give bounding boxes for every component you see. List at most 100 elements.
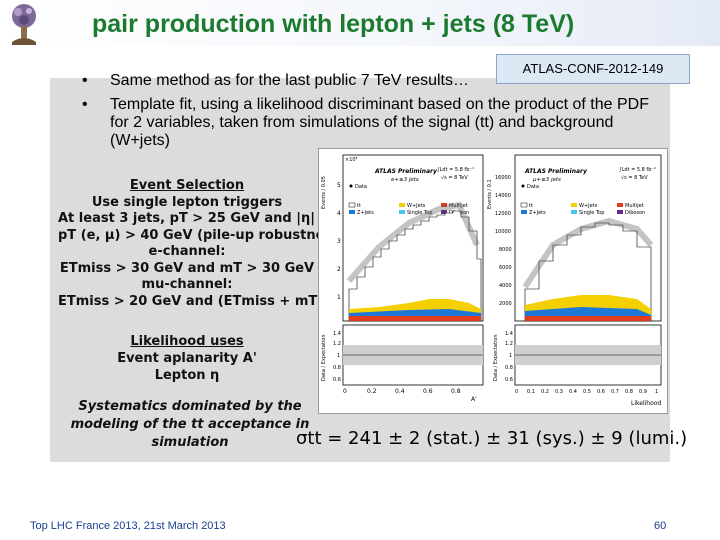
right-uncertainty-band: [522, 217, 654, 289]
legend-label: Diboson: [625, 210, 645, 216]
left-atlas-label: ATLAS Preliminary: [374, 168, 438, 175]
bullet-item: • Template fit, using a likelihood discr…: [82, 96, 657, 150]
left-channel: e+≥3 jets: [391, 177, 419, 183]
left-ratio-label: Data / Expectation: [321, 334, 327, 381]
left-ytick: 5: [337, 182, 341, 189]
legend-label: Z+Jets: [357, 210, 374, 216]
right-ratio-tick: 1.4: [505, 331, 513, 337]
right-xtick: 0.6: [597, 389, 605, 395]
left-ytick: 4: [337, 210, 341, 217]
legend-label: Single Top: [407, 210, 432, 216]
legend-diboson-swatch: [441, 210, 447, 214]
bullet-text: Same method as for the last public 7 TeV…: [110, 72, 469, 89]
plots-svg: Events / 0.05 ×10³ ATLAS Preliminary e+≥…: [321, 154, 661, 407]
footer-event: Top LHC France 2013, 21st March 2013: [30, 520, 226, 532]
right-ytick: 6000: [499, 265, 512, 271]
right-ytick: 8000: [499, 247, 512, 253]
right-plot: Events / 0.1 ATLAS Preliminary μ+≥3 jets…: [487, 154, 661, 407]
right-ytick: 10000: [495, 229, 511, 235]
right-xlabel: Likelihood: [631, 400, 661, 407]
likelihood-inputs: Likelihood uses Event aplanarity A' Lept…: [58, 333, 316, 384]
left-xtick: 0.6: [423, 388, 433, 395]
left-xtick: 0: [343, 388, 347, 395]
right-xtick: 0.2: [541, 389, 549, 395]
right-xtick: 0.3: [555, 389, 563, 395]
legend-label: Single Top: [579, 210, 604, 216]
legend-label: Multijet: [449, 203, 468, 209]
systematics-line: simulation: [151, 435, 229, 450]
right-xtick: 0.9: [639, 389, 647, 395]
left-plot: Events / 0.05 ×10³ ATLAS Preliminary e+≥…: [321, 154, 484, 403]
likelihood-heading: Likelihood uses: [130, 334, 244, 349]
legend-diboson-swatch: [617, 210, 623, 214]
bullet-dot-icon: •: [82, 72, 88, 89]
legend-label: Data: [355, 184, 367, 190]
likelihood-line: Event aplanarity A': [117, 351, 257, 366]
systematics-line: Systematics dominated by the: [78, 399, 302, 414]
legend-label: Z+Jets: [529, 210, 546, 216]
left-yticks: 5 4 3 2 1: [337, 182, 341, 301]
right-yticks: 16000 14000 12000 10000 8000 6000 4000 2…: [495, 175, 512, 307]
right-xtick: 0.4: [569, 389, 577, 395]
legend-wjets-swatch: [399, 203, 405, 207]
event-selection-heading: Event Selection: [129, 178, 245, 193]
right-xtick: 0.8: [625, 389, 633, 395]
right-energy: √s = 8 TeV: [621, 175, 648, 181]
systematics-note: Systematics dominated by the modeling of…: [70, 398, 310, 452]
legend-label: W+Jets: [407, 203, 426, 209]
left-ratio-tick: 0.6: [333, 377, 341, 383]
left-energy: √s = 8 TeV: [441, 175, 468, 181]
event-selection-line: Use single lepton triggers: [91, 194, 283, 210]
legend-ttbar-swatch: [348, 202, 356, 208]
right-xtick: 1: [655, 389, 658, 395]
event-selection-line: mu-channel:: [141, 277, 233, 292]
event-selection: Event Selection Use single lepton trigge…: [58, 178, 396, 310]
legend-label: Multijet: [625, 203, 644, 209]
legend-wjets-swatch: [571, 203, 577, 207]
event-selection-line: At least 3 jets, pT > 25 GeV and |η| < 2…: [58, 211, 358, 226]
right-channel: μ+≥3 jets: [532, 177, 561, 183]
right-ratio-tick: 0.8: [505, 365, 513, 371]
right-xtick: 0: [515, 389, 518, 395]
title-bar: [0, 0, 720, 46]
legend-label: tt: [529, 203, 533, 209]
legend-multijet-swatch: [441, 203, 447, 207]
event-selection-line: ETmiss > 20 GeV and (ETmiss + mT) > 60 G…: [58, 293, 396, 309]
legend-label: Data: [527, 184, 539, 190]
left-ratio-tick: 1: [337, 353, 340, 359]
bullet-list: • Same method as for the last public 7 T…: [82, 72, 657, 156]
right-ytick: 14000: [495, 193, 511, 199]
right-ytick: 2000: [499, 301, 512, 307]
right-multijet-stack: [525, 316, 651, 321]
right-ylabel: Events / 0.1: [487, 179, 493, 209]
systematics-line: modeling of the tt acceptance in: [70, 417, 310, 432]
left-ylabel: Events / 0.05: [321, 176, 327, 209]
plots-figure: Events / 0.05 ×10³ ATLAS Preliminary e+≥…: [318, 148, 668, 414]
left-lumi: ∫Ldt = 5.8 fb⁻¹: [437, 167, 474, 173]
right-lumi: ∫Ldt = 5.8 fb⁻¹: [619, 167, 656, 173]
left-scale: ×10³: [345, 157, 358, 163]
bullet-dot-icon: •: [82, 96, 88, 113]
event-selection-line: pT (e, μ) > 40 GeV (pile-up robustness): [58, 227, 346, 243]
left-xtick: 0.4: [395, 388, 405, 395]
legend-zjets-swatch: [521, 210, 527, 214]
left-multijet-stack: [349, 316, 481, 321]
left-xticks: 0 0.2 0.4 0.6 0.8: [343, 388, 461, 395]
event-selection-line: e-channel:: [148, 244, 226, 259]
left-ytick: 3: [337, 238, 341, 245]
left-xlabel: A': [471, 396, 477, 403]
likelihood-line: Lepton η: [154, 368, 220, 383]
event-selection-line: ETmiss > 30 GeV and mT > 30 GeV: [59, 260, 315, 276]
right-ytick: 16000: [495, 175, 511, 181]
cross-section-result: σtt = 241 ± 2 (stat.) ± 31 (sys.) ± 9 (l…: [296, 428, 688, 449]
legend-multijet-swatch: [617, 203, 623, 207]
left-ttbar-stack: [348, 210, 482, 322]
left-xtick: 0.8: [451, 388, 461, 395]
left-ratio-tick: 1.2: [333, 341, 341, 347]
left-ytick: 1: [337, 294, 341, 301]
legend-singletop-swatch: [571, 210, 577, 214]
right-ratio-tick: 1: [509, 353, 512, 359]
left-ratio-tick: 0.8: [333, 365, 341, 371]
left-ratio-tick: 1.4: [333, 331, 341, 337]
